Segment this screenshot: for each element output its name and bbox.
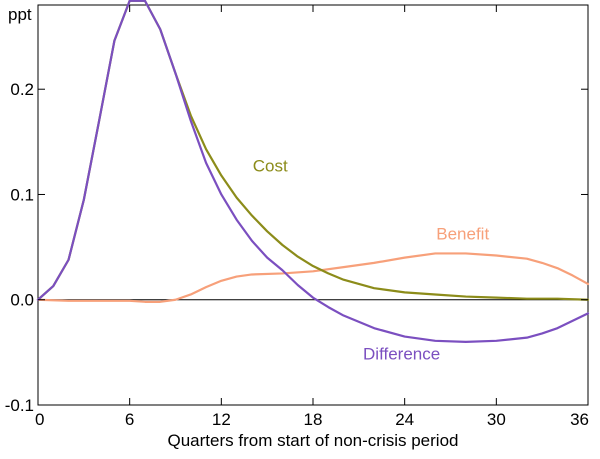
series-group bbox=[36, 0, 590, 343]
y-tick-label: -0.1 bbox=[5, 396, 34, 415]
series-label-benefit: Benefit bbox=[436, 225, 489, 244]
annotation-group: Cost Benefit Difference bbox=[253, 156, 490, 363]
series-label-difference: Difference bbox=[363, 345, 440, 364]
y-tick-label: 0.1 bbox=[10, 185, 34, 204]
x-tick-label: 30 bbox=[487, 410, 506, 429]
y-axis-unit-label: ppt bbox=[8, 5, 32, 24]
x-tick-label: 12 bbox=[212, 410, 231, 429]
x-tick-label: 24 bbox=[395, 410, 414, 429]
x-tick-label: 18 bbox=[304, 410, 323, 429]
series-label-cost: Cost bbox=[253, 156, 288, 175]
x-tick-label: 0 bbox=[35, 410, 44, 429]
x-tick-label: 6 bbox=[125, 410, 134, 429]
tick-group: -0.1 0.0 0.1 0.2 0 6 12 18 24 30 36 bbox=[5, 5, 589, 429]
y-tick-label: 0.2 bbox=[10, 80, 34, 99]
series-line-difference bbox=[36, 0, 590, 343]
y-tick-label: 0.0 bbox=[10, 291, 34, 310]
x-axis-title: Quarters from start of non-crisis period bbox=[168, 431, 459, 450]
series-line-benefit bbox=[36, 252, 590, 303]
x-tick-label: 36 bbox=[570, 410, 589, 429]
